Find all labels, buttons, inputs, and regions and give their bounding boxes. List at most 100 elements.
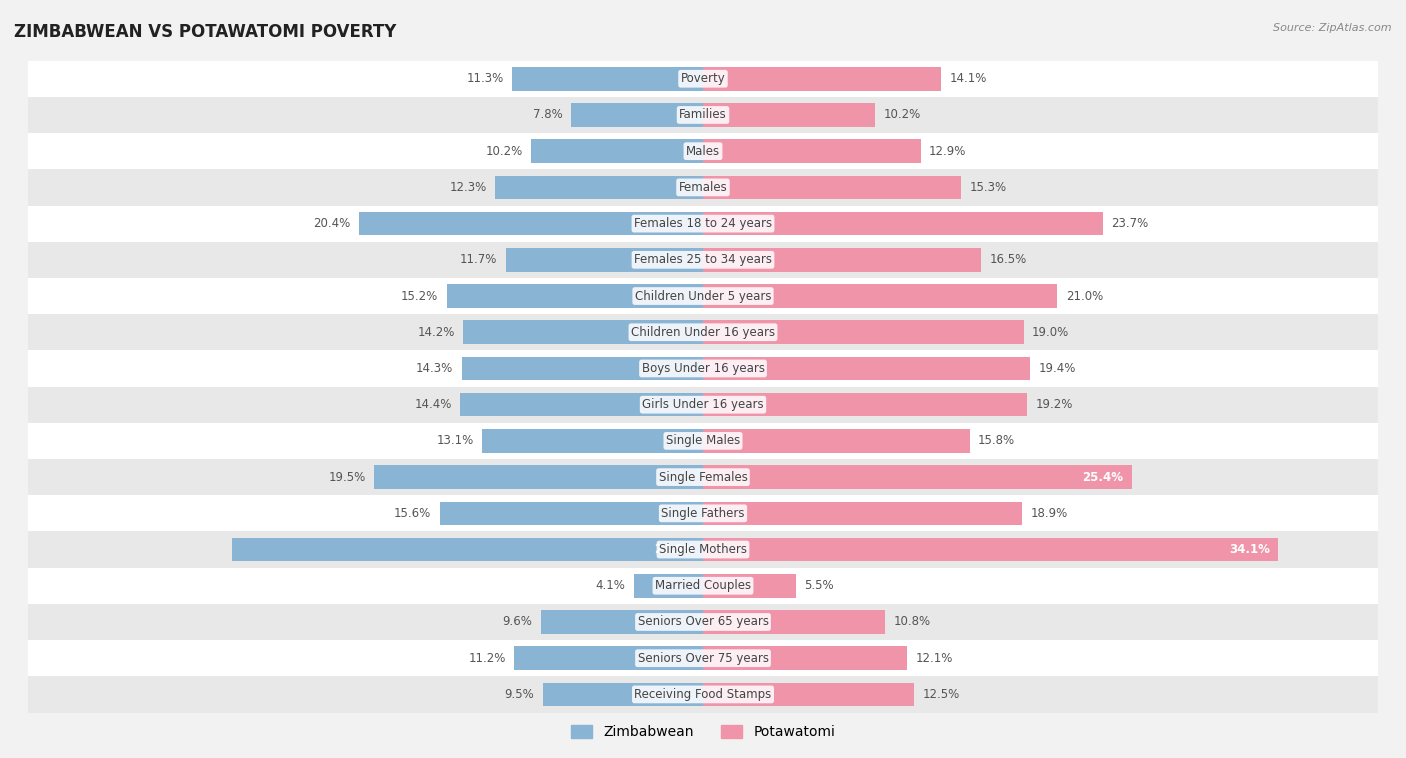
Bar [28, 640, 1378, 676]
Bar [28, 133, 1378, 169]
Text: Females 25 to 34 years: Females 25 to 34 years [634, 253, 772, 266]
Bar [634, 574, 703, 597]
Bar [28, 676, 1378, 713]
Bar [28, 459, 1378, 495]
Text: 9.5%: 9.5% [505, 688, 534, 701]
Bar [232, 537, 703, 562]
Bar [28, 387, 1378, 423]
Bar [543, 683, 703, 706]
Text: Married Couples: Married Couples [655, 579, 751, 592]
Text: 12.9%: 12.9% [929, 145, 966, 158]
Text: Children Under 5 years: Children Under 5 years [634, 290, 772, 302]
Text: 16.5%: 16.5% [990, 253, 1026, 266]
Text: 15.3%: 15.3% [970, 181, 1007, 194]
Text: 19.5%: 19.5% [329, 471, 366, 484]
Text: 11.3%: 11.3% [467, 72, 503, 85]
Text: 9.6%: 9.6% [503, 615, 533, 628]
Text: 23.7%: 23.7% [1111, 217, 1149, 230]
Bar [28, 278, 1378, 314]
Text: 14.3%: 14.3% [416, 362, 453, 375]
Bar [447, 284, 703, 308]
Text: Receiving Food Stamps: Receiving Food Stamps [634, 688, 772, 701]
Text: Seniors Over 65 years: Seniors Over 65 years [637, 615, 769, 628]
Bar [703, 284, 1057, 308]
Bar [531, 139, 703, 163]
Bar [28, 531, 1378, 568]
Text: Families: Families [679, 108, 727, 121]
Text: 10.8%: 10.8% [894, 615, 931, 628]
Text: 15.2%: 15.2% [401, 290, 439, 302]
Bar [28, 205, 1378, 242]
Text: 19.0%: 19.0% [1032, 326, 1069, 339]
Text: Males: Males [686, 145, 720, 158]
Bar [703, 574, 796, 597]
Text: Females 18 to 24 years: Females 18 to 24 years [634, 217, 772, 230]
Bar [703, 357, 1031, 381]
Bar [703, 537, 1278, 562]
Bar [703, 393, 1026, 416]
Bar [28, 169, 1378, 205]
Text: 19.2%: 19.2% [1035, 398, 1073, 411]
Bar [28, 242, 1378, 278]
Bar [464, 321, 703, 344]
Text: 25.4%: 25.4% [1083, 471, 1123, 484]
Text: Children Under 16 years: Children Under 16 years [631, 326, 775, 339]
Bar [703, 321, 1024, 344]
Text: Girls Under 16 years: Girls Under 16 years [643, 398, 763, 411]
Text: 14.2%: 14.2% [418, 326, 456, 339]
Text: 14.4%: 14.4% [415, 398, 451, 411]
Bar [28, 61, 1378, 97]
Text: ZIMBABWEAN VS POTAWATOMI POVERTY: ZIMBABWEAN VS POTAWATOMI POVERTY [14, 23, 396, 41]
Bar [495, 176, 703, 199]
Text: 11.7%: 11.7% [460, 253, 498, 266]
Bar [28, 604, 1378, 640]
Text: Seniors Over 75 years: Seniors Over 75 years [637, 652, 769, 665]
Bar [28, 423, 1378, 459]
Text: 10.2%: 10.2% [485, 145, 523, 158]
Text: 15.6%: 15.6% [394, 507, 432, 520]
Bar [28, 350, 1378, 387]
Text: 5.5%: 5.5% [804, 579, 834, 592]
Bar [28, 568, 1378, 604]
Text: 12.3%: 12.3% [450, 181, 486, 194]
Text: 14.1%: 14.1% [949, 72, 987, 85]
Bar [703, 176, 962, 199]
Bar [703, 647, 907, 670]
Text: 10.2%: 10.2% [883, 108, 921, 121]
Bar [703, 67, 941, 90]
Bar [482, 429, 703, 453]
Text: 20.4%: 20.4% [314, 217, 350, 230]
Text: Boys Under 16 years: Boys Under 16 years [641, 362, 765, 375]
Bar [703, 502, 1022, 525]
Text: 27.9%: 27.9% [654, 543, 695, 556]
Bar [703, 465, 1132, 489]
Bar [515, 647, 703, 670]
Bar [541, 610, 703, 634]
Bar [703, 429, 970, 453]
Bar [28, 314, 1378, 350]
Text: Poverty: Poverty [681, 72, 725, 85]
Bar [703, 248, 981, 271]
Bar [374, 465, 703, 489]
Bar [703, 211, 1102, 236]
Text: 19.4%: 19.4% [1039, 362, 1076, 375]
Text: 11.2%: 11.2% [468, 652, 506, 665]
Bar [28, 97, 1378, 133]
Text: 18.9%: 18.9% [1031, 507, 1067, 520]
Bar [461, 357, 703, 381]
Bar [703, 103, 875, 127]
Bar [703, 610, 886, 634]
Text: 21.0%: 21.0% [1066, 290, 1102, 302]
Text: 13.1%: 13.1% [436, 434, 474, 447]
Bar [512, 67, 703, 90]
Text: Single Females: Single Females [658, 471, 748, 484]
Bar [440, 502, 703, 525]
Text: Females: Females [679, 181, 727, 194]
Text: Single Mothers: Single Mothers [659, 543, 747, 556]
Text: 7.8%: 7.8% [533, 108, 562, 121]
Bar [359, 211, 703, 236]
Text: Single Males: Single Males [666, 434, 740, 447]
Bar [506, 248, 703, 271]
Legend: Zimbabwean, Potawatomi: Zimbabwean, Potawatomi [565, 719, 841, 744]
Bar [703, 683, 914, 706]
